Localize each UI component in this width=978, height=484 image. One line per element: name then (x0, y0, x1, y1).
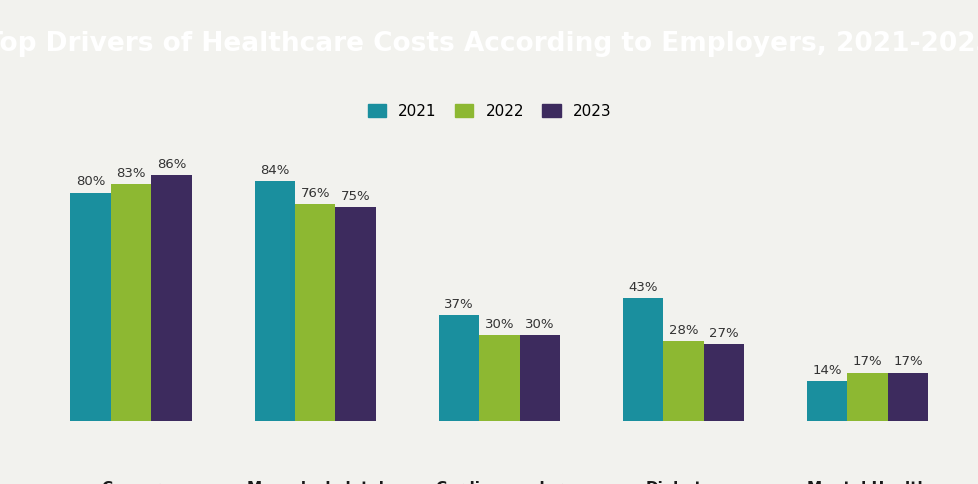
Bar (519, 335, 559, 421)
Text: 83%: 83% (116, 167, 146, 180)
Bar (111, 184, 152, 421)
Bar (438, 316, 478, 421)
Text: 30%: 30% (524, 318, 554, 331)
Bar (703, 344, 743, 421)
Bar (335, 207, 376, 421)
Bar (478, 335, 519, 421)
Text: 30%: 30% (484, 318, 513, 331)
Bar (70, 193, 111, 421)
Bar (152, 176, 192, 421)
Text: 43%: 43% (628, 281, 657, 294)
Text: 17%: 17% (852, 355, 881, 368)
Text: 27%: 27% (708, 327, 737, 340)
Bar (887, 373, 927, 421)
Bar (254, 181, 294, 421)
Text: 14%: 14% (812, 364, 841, 377)
Bar (622, 298, 662, 421)
Text: 17%: 17% (892, 355, 921, 368)
Bar (806, 381, 846, 421)
Text: 86%: 86% (156, 158, 186, 171)
Text: 84%: 84% (260, 164, 289, 177)
Text: 80%: 80% (76, 175, 106, 188)
Bar (662, 341, 703, 421)
Bar (846, 373, 887, 421)
Text: 37%: 37% (444, 298, 473, 311)
Text: 76%: 76% (300, 187, 330, 200)
Text: Top Drivers of Healthcare Costs According to Employers, 2021-2023: Top Drivers of Healthcare Costs Accordin… (0, 30, 978, 57)
Text: 75%: 75% (340, 190, 370, 203)
Text: 28%: 28% (668, 324, 697, 337)
Bar (294, 204, 335, 421)
Legend: 2021, 2022, 2023: 2021, 2022, 2023 (361, 98, 617, 125)
